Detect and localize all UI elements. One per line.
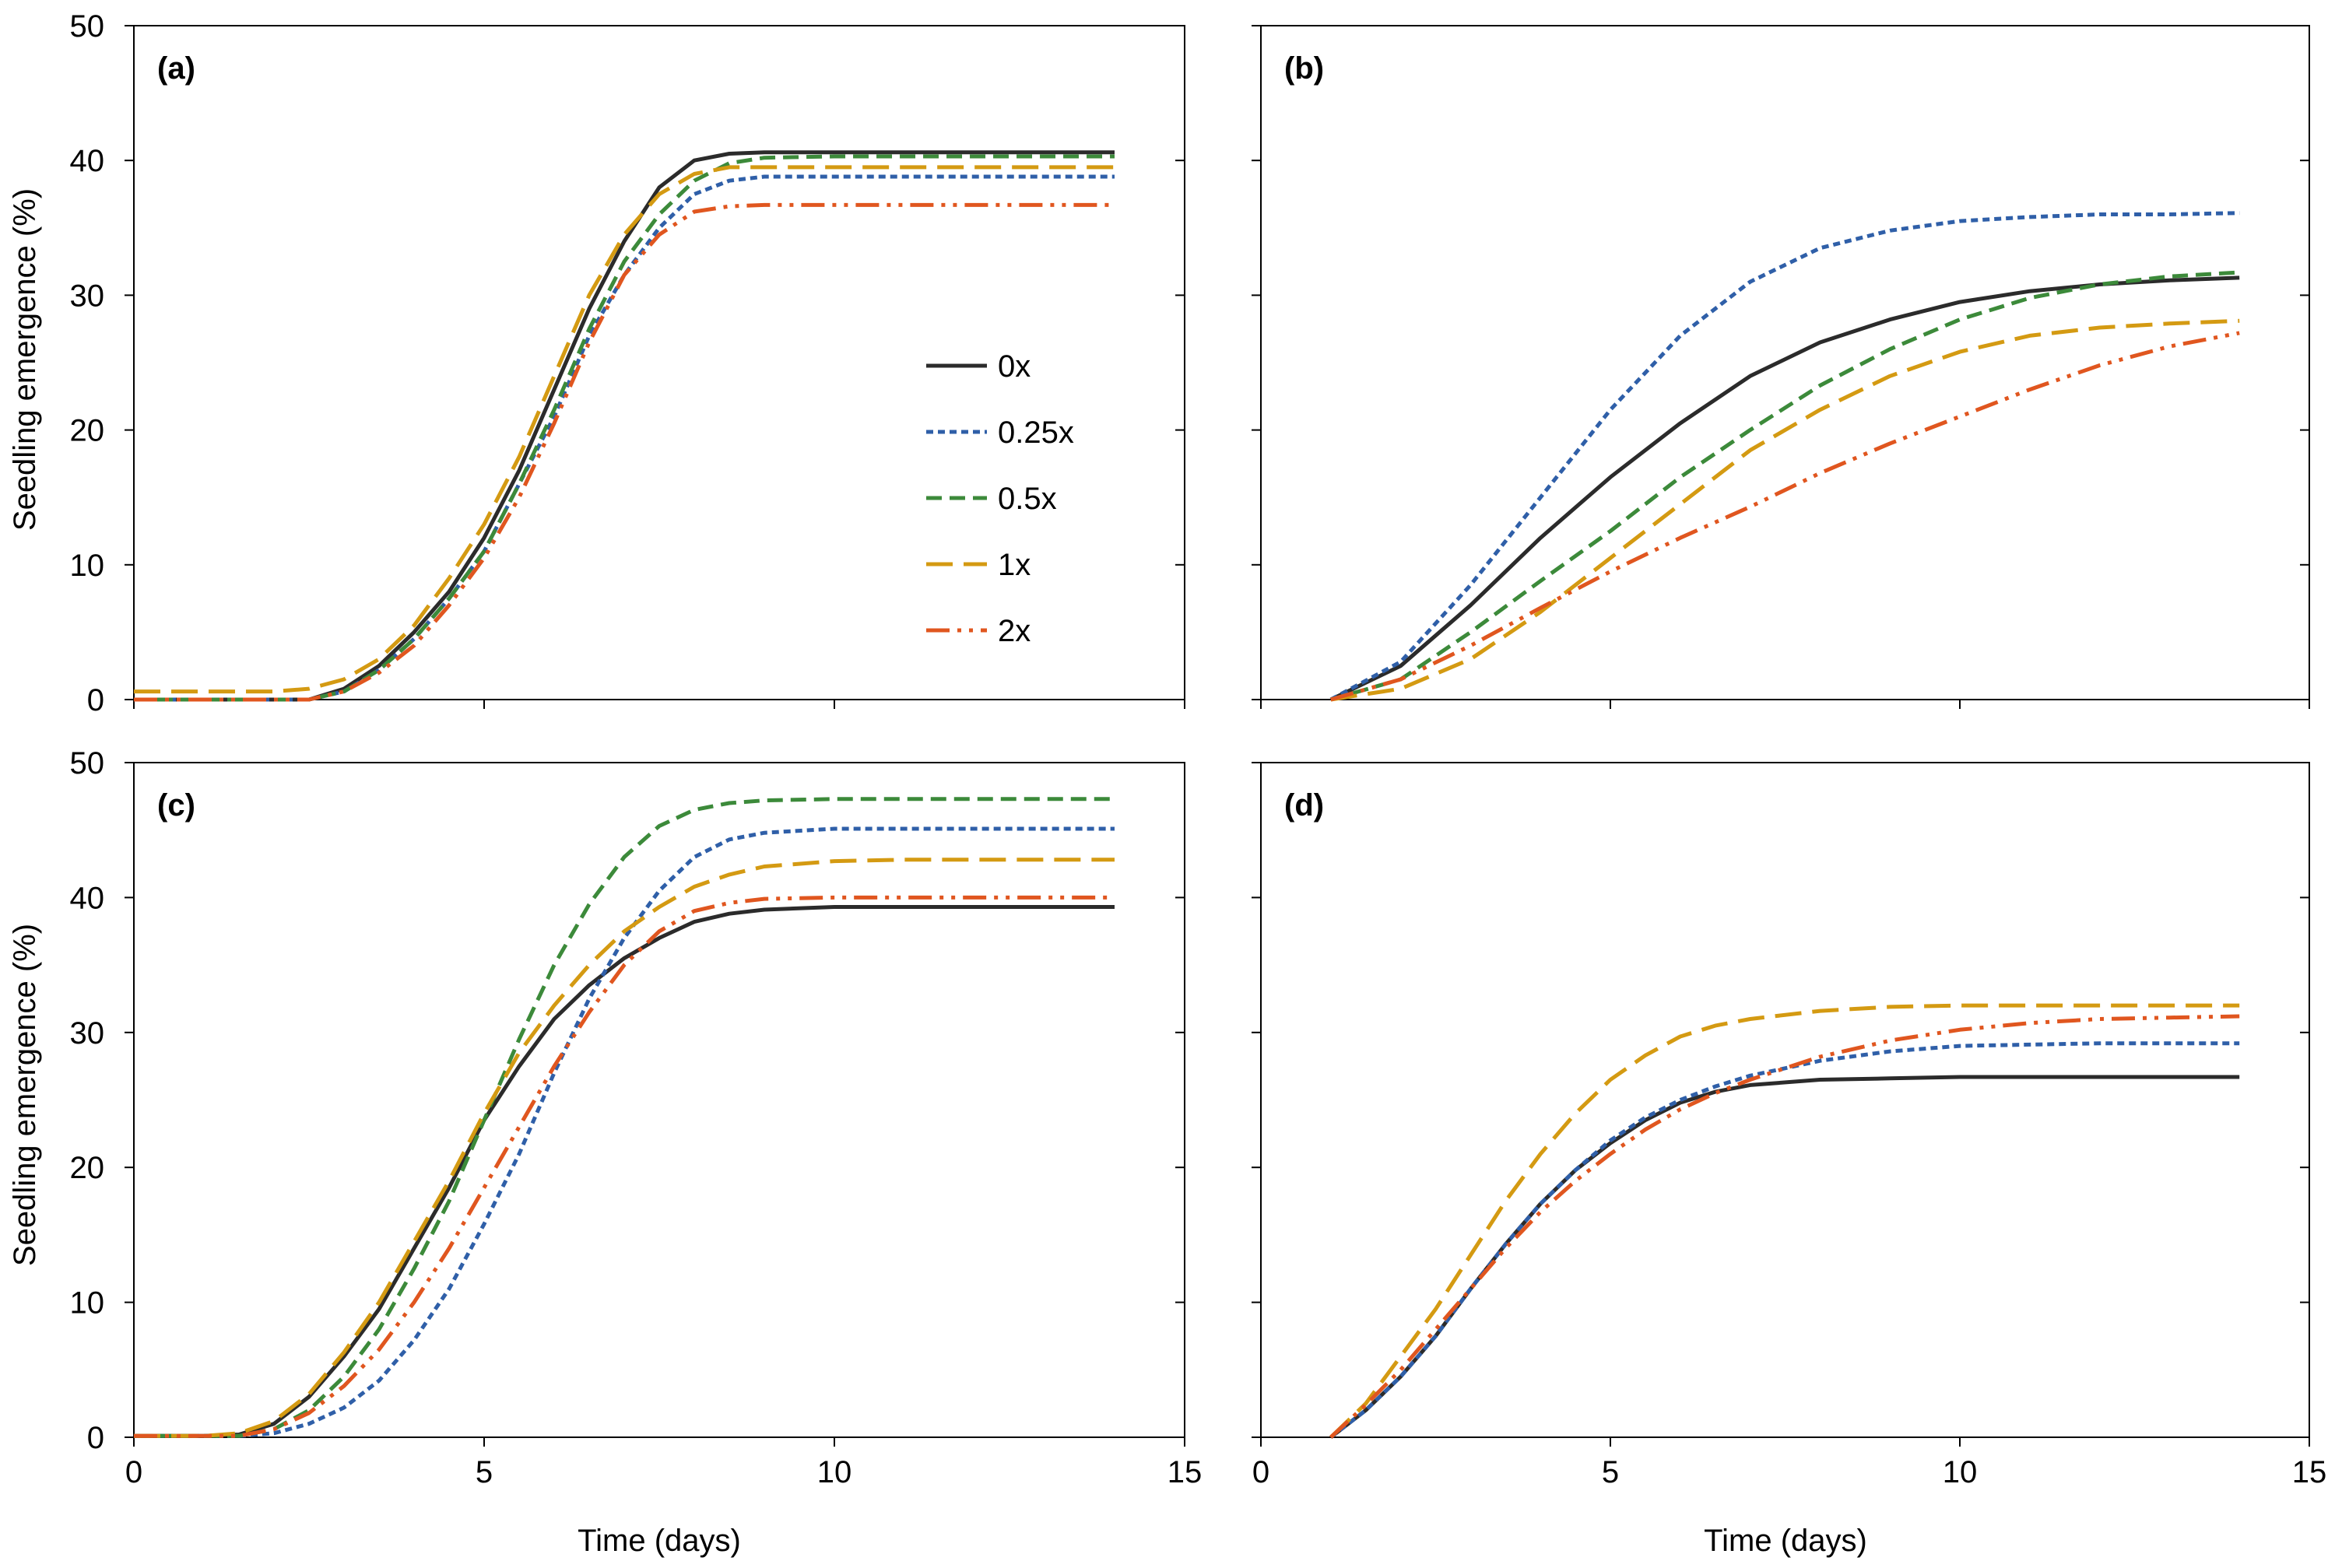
y-tick-label: 50 xyxy=(70,9,105,44)
y-tick-label: 20 xyxy=(70,414,105,448)
legend-label: 2x xyxy=(998,614,1031,648)
plot-frame xyxy=(1260,25,2310,700)
plot-frame xyxy=(133,762,1185,1438)
legend-item: 0.5x xyxy=(926,482,1057,516)
y-axis-title-bottom: Seedling emergence (%) xyxy=(8,924,42,1266)
panel-3: 0 5 10 15 (d) xyxy=(1252,762,2327,1489)
series-line-2x xyxy=(134,895,1115,1438)
series-line-0.5x xyxy=(134,797,1115,1438)
x-tick-label: 0 xyxy=(125,1455,142,1489)
series-line-2x xyxy=(1329,1014,2240,1439)
series-line-0x xyxy=(134,905,1115,1438)
series-line-0.5x xyxy=(1330,270,2240,702)
y-tick-label: 40 xyxy=(70,144,105,178)
x-tick-label: 5 xyxy=(476,1455,493,1489)
y-tick-label: 10 xyxy=(70,1286,105,1321)
x-tick-label: 5 xyxy=(1602,1455,1619,1489)
legend-item: 0.25x xyxy=(926,416,1074,450)
series-line-0x xyxy=(134,150,1115,702)
series-line-0.25x xyxy=(134,174,1115,702)
panel-2: 0 10 20 30 40 50 0 5 10 15 (c) xyxy=(70,746,1203,1489)
panel-label: (b) xyxy=(1284,51,1324,86)
x-axis-title-right: Time (days) xyxy=(1704,1524,1867,1558)
panel-label: (a) xyxy=(157,51,195,86)
x-tick-label: 10 xyxy=(817,1455,852,1489)
y-tick-label: 30 xyxy=(70,1016,105,1051)
panel-0: 0 10 20 30 40 50 (a) xyxy=(70,9,1185,717)
panel-label: (c) xyxy=(157,788,195,823)
series-line-2x xyxy=(134,202,1115,702)
legend-item: 1x xyxy=(926,548,1031,582)
series-line-0.25x xyxy=(1329,1041,2240,1439)
y-tick-label: 0 xyxy=(87,683,104,717)
y-tick-label: 50 xyxy=(70,746,105,780)
y-tick-label: 40 xyxy=(70,881,105,915)
series-line-1x xyxy=(134,165,1115,694)
legend-label: 0.25x xyxy=(998,416,1074,450)
legend-item: 2x xyxy=(926,614,1031,648)
series-line-1x xyxy=(1329,1003,2240,1439)
x-tick-label: 15 xyxy=(1168,1455,1203,1489)
series-line-0.25x xyxy=(1329,211,2240,702)
legend-label: 1x xyxy=(998,548,1031,582)
x-axis-title-left: Time (days) xyxy=(578,1524,741,1558)
y-tick-label: 20 xyxy=(70,1151,105,1185)
legend: 0x 0.25x 0.5x 1x 2x xyxy=(926,349,1074,648)
series-line-0.5x xyxy=(134,154,1115,702)
series-line-2x xyxy=(1330,331,2240,702)
y-tick-label: 0 xyxy=(87,1421,104,1455)
series-line-0.25x xyxy=(134,826,1115,1438)
y-tick-label: 10 xyxy=(70,549,105,583)
y-tick-label: 30 xyxy=(70,279,105,313)
legend-label: 0x xyxy=(998,349,1031,384)
x-tick-label: 0 xyxy=(1252,1455,1269,1489)
legend-item: 0x xyxy=(926,349,1031,384)
panel-label: (d) xyxy=(1284,788,1324,823)
legend-label: 0.5x xyxy=(998,482,1057,516)
panel-1: (b) xyxy=(1252,25,2310,709)
plot-frame xyxy=(133,25,1185,700)
y-axis-title-top: Seedling emergence (%) xyxy=(8,188,42,531)
plot-frame xyxy=(1260,762,2310,1438)
x-tick-label: 10 xyxy=(1943,1455,1978,1489)
series-line-1x xyxy=(134,858,1115,1438)
panels: 0 10 20 30 40 50 (a) (b) 0 10 20 30 40 50 0 5 10 15 (c) 0 5 1… xyxy=(70,9,2327,1489)
x-tick-label: 15 xyxy=(2292,1455,2327,1489)
series-line-1x xyxy=(1330,318,2240,702)
